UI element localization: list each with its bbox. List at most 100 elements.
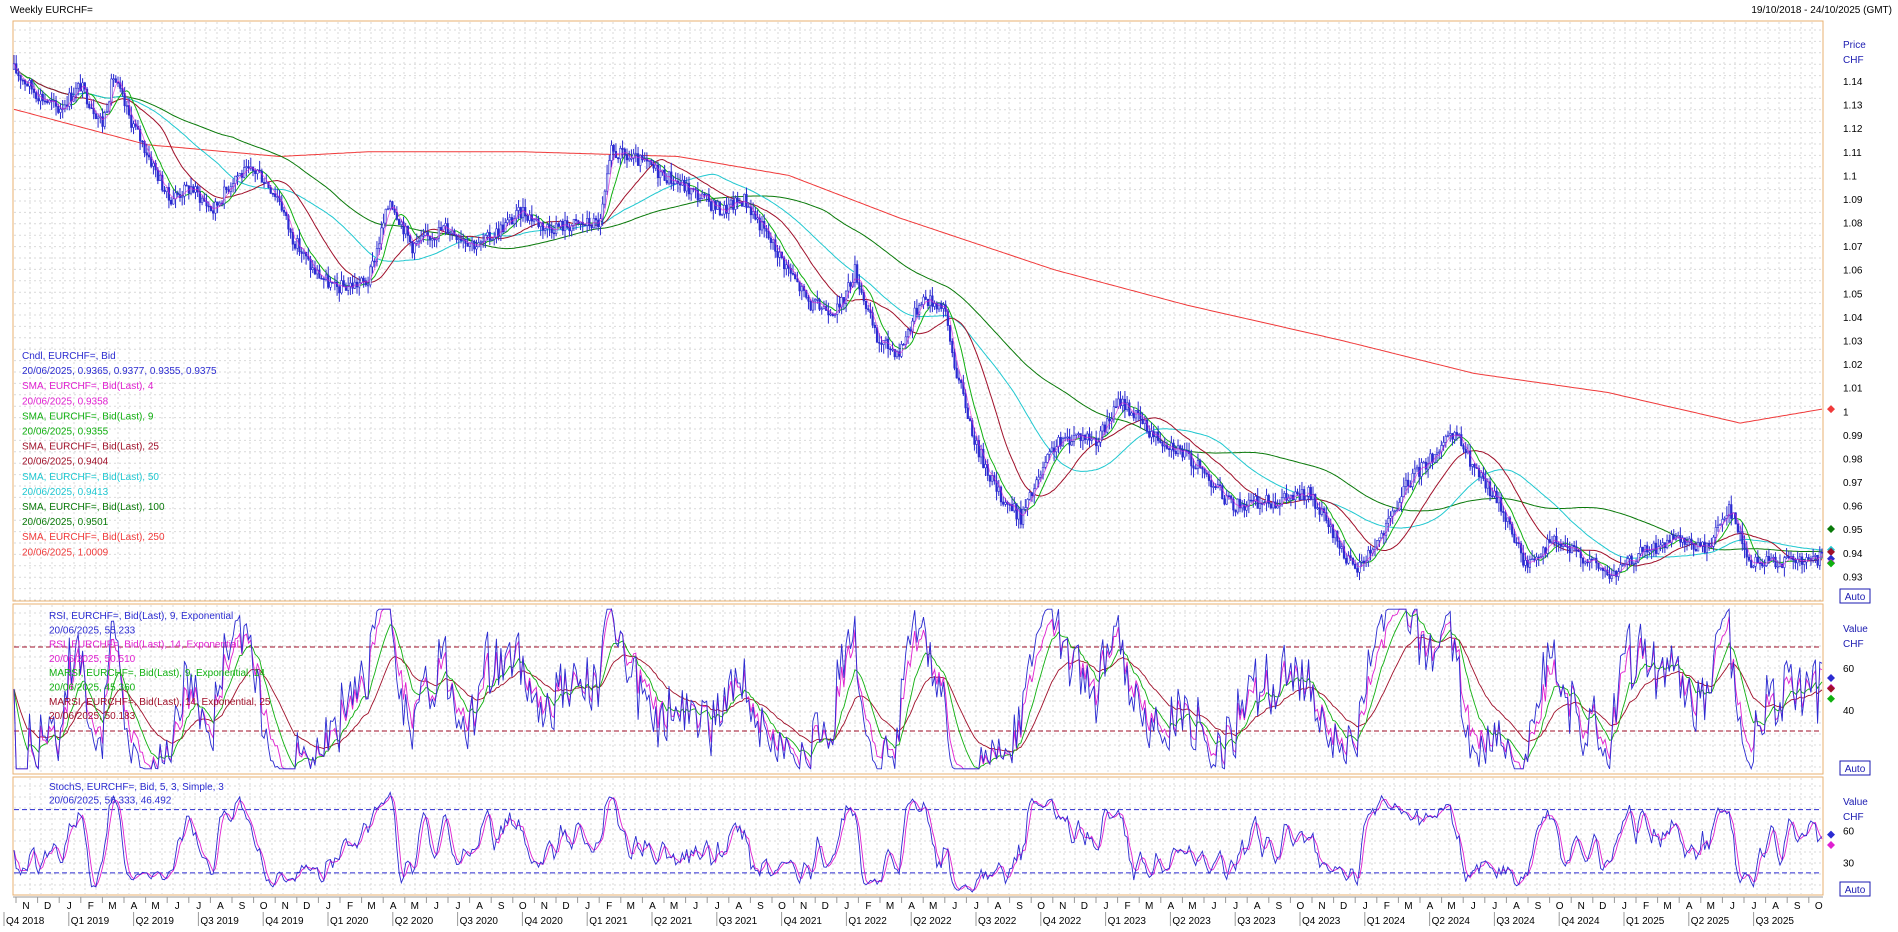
candle-body <box>1524 560 1527 566</box>
candle <box>1030 492 1034 502</box>
candle <box>1345 552 1348 566</box>
candle <box>1473 462 1476 477</box>
candle <box>1723 516 1726 522</box>
price-legend-line: 20/06/2025, 0.9413 <box>22 487 109 498</box>
candle <box>271 192 275 198</box>
candle <box>1362 556 1366 572</box>
candle-body <box>1612 570 1616 577</box>
candle-body <box>572 218 575 226</box>
x-month-label: A <box>1686 901 1693 912</box>
candle-body <box>1719 524 1722 526</box>
stoch-legend: StochS, EURCHF=, Bid, 5, 3, Simple, 3 20/… <box>49 782 224 807</box>
candle-body <box>1141 418 1144 424</box>
candle-body <box>1537 556 1540 559</box>
candle <box>856 260 859 285</box>
price-tick-label: 0.95 <box>1843 525 1863 536</box>
rsi-auto-button[interactable] <box>1839 760 1871 776</box>
candle <box>1648 546 1651 556</box>
candle <box>185 181 188 187</box>
candle-body <box>1730 504 1733 519</box>
candle <box>1643 544 1647 558</box>
x-quarter-label: Q2 2024 <box>1432 916 1471 927</box>
candle-body <box>813 299 817 302</box>
candle-body <box>960 379 963 383</box>
candle-body <box>322 278 325 281</box>
candle <box>1163 437 1166 452</box>
candle-body <box>174 192 177 200</box>
candle-body <box>497 228 500 237</box>
candle <box>1429 449 1432 469</box>
candle-body <box>818 299 821 310</box>
candle-body <box>1199 460 1202 468</box>
candle <box>884 336 888 349</box>
candle <box>583 224 587 227</box>
candle <box>506 211 509 227</box>
candle-body <box>800 286 803 292</box>
candle <box>820 306 823 315</box>
x-quarter-label: Q1 2025 <box>1626 916 1665 927</box>
candle-body <box>1108 418 1111 422</box>
candle <box>1741 522 1744 551</box>
candle-body <box>68 92 71 107</box>
price-value-marker <box>1827 547 1835 556</box>
candle-body <box>1577 550 1580 553</box>
candle-body <box>634 153 637 155</box>
candle <box>574 214 578 230</box>
candle-body <box>1079 433 1082 442</box>
candle <box>1820 548 1824 559</box>
candle <box>1654 534 1658 557</box>
candle-body <box>1639 546 1642 555</box>
candle <box>1072 425 1076 447</box>
candle <box>1161 441 1164 453</box>
candle <box>1143 415 1146 431</box>
candle-body <box>1101 424 1104 432</box>
candle-body <box>674 180 677 185</box>
candle <box>982 442 985 469</box>
rsi-legend-line: 20/06/2025, 45.360 <box>49 683 136 694</box>
candle-body <box>997 486 1000 492</box>
candle-body <box>1752 565 1755 568</box>
candle <box>659 164 662 186</box>
candle <box>1249 493 1253 503</box>
candle <box>1318 501 1321 522</box>
candle <box>541 220 545 239</box>
candle-body <box>57 106 60 113</box>
candle <box>302 248 305 260</box>
candle <box>1426 456 1430 478</box>
candle <box>1380 530 1383 539</box>
price-legend: Cndl, EURCHF=, Bid 20/06/2025, 0.9365, 0.… <box>22 351 217 558</box>
candle-body <box>1351 557 1354 565</box>
candle-body <box>1637 553 1640 563</box>
candle-body <box>1320 508 1323 515</box>
candle-body <box>1460 434 1463 446</box>
candle-body <box>586 218 589 226</box>
candle-body <box>378 243 381 249</box>
candle-body <box>1599 567 1602 570</box>
x-quarter-label: Q1 2020 <box>330 916 369 927</box>
candle-body <box>1030 492 1034 497</box>
candle-body <box>767 230 770 239</box>
price-value-marker <box>1827 559 1835 568</box>
candle-body <box>1814 555 1817 557</box>
candle-body <box>198 191 201 203</box>
candle <box>599 213 602 236</box>
candle-body <box>973 435 976 445</box>
candle-body <box>1484 478 1487 489</box>
candle <box>1050 441 1053 453</box>
candle <box>121 80 124 97</box>
candle <box>725 196 728 219</box>
price-auto-button[interactable] <box>1839 588 1871 604</box>
candle-body <box>1238 498 1242 509</box>
candle-body <box>1028 492 1031 500</box>
candle-body <box>617 157 620 160</box>
candle <box>745 187 748 214</box>
x-month-label: O <box>1037 901 1045 912</box>
candle-body <box>605 173 609 192</box>
price-legend-line: SMA, EURCHF=, Bid(Last), 50 <box>22 472 159 483</box>
candle-body <box>948 325 952 342</box>
stoch-auto-button[interactable] <box>1839 881 1871 897</box>
candle-body <box>1287 497 1290 501</box>
x-quarter-label: Q1 2021 <box>589 916 628 927</box>
candle <box>1438 449 1441 460</box>
candle-body <box>1161 442 1164 447</box>
